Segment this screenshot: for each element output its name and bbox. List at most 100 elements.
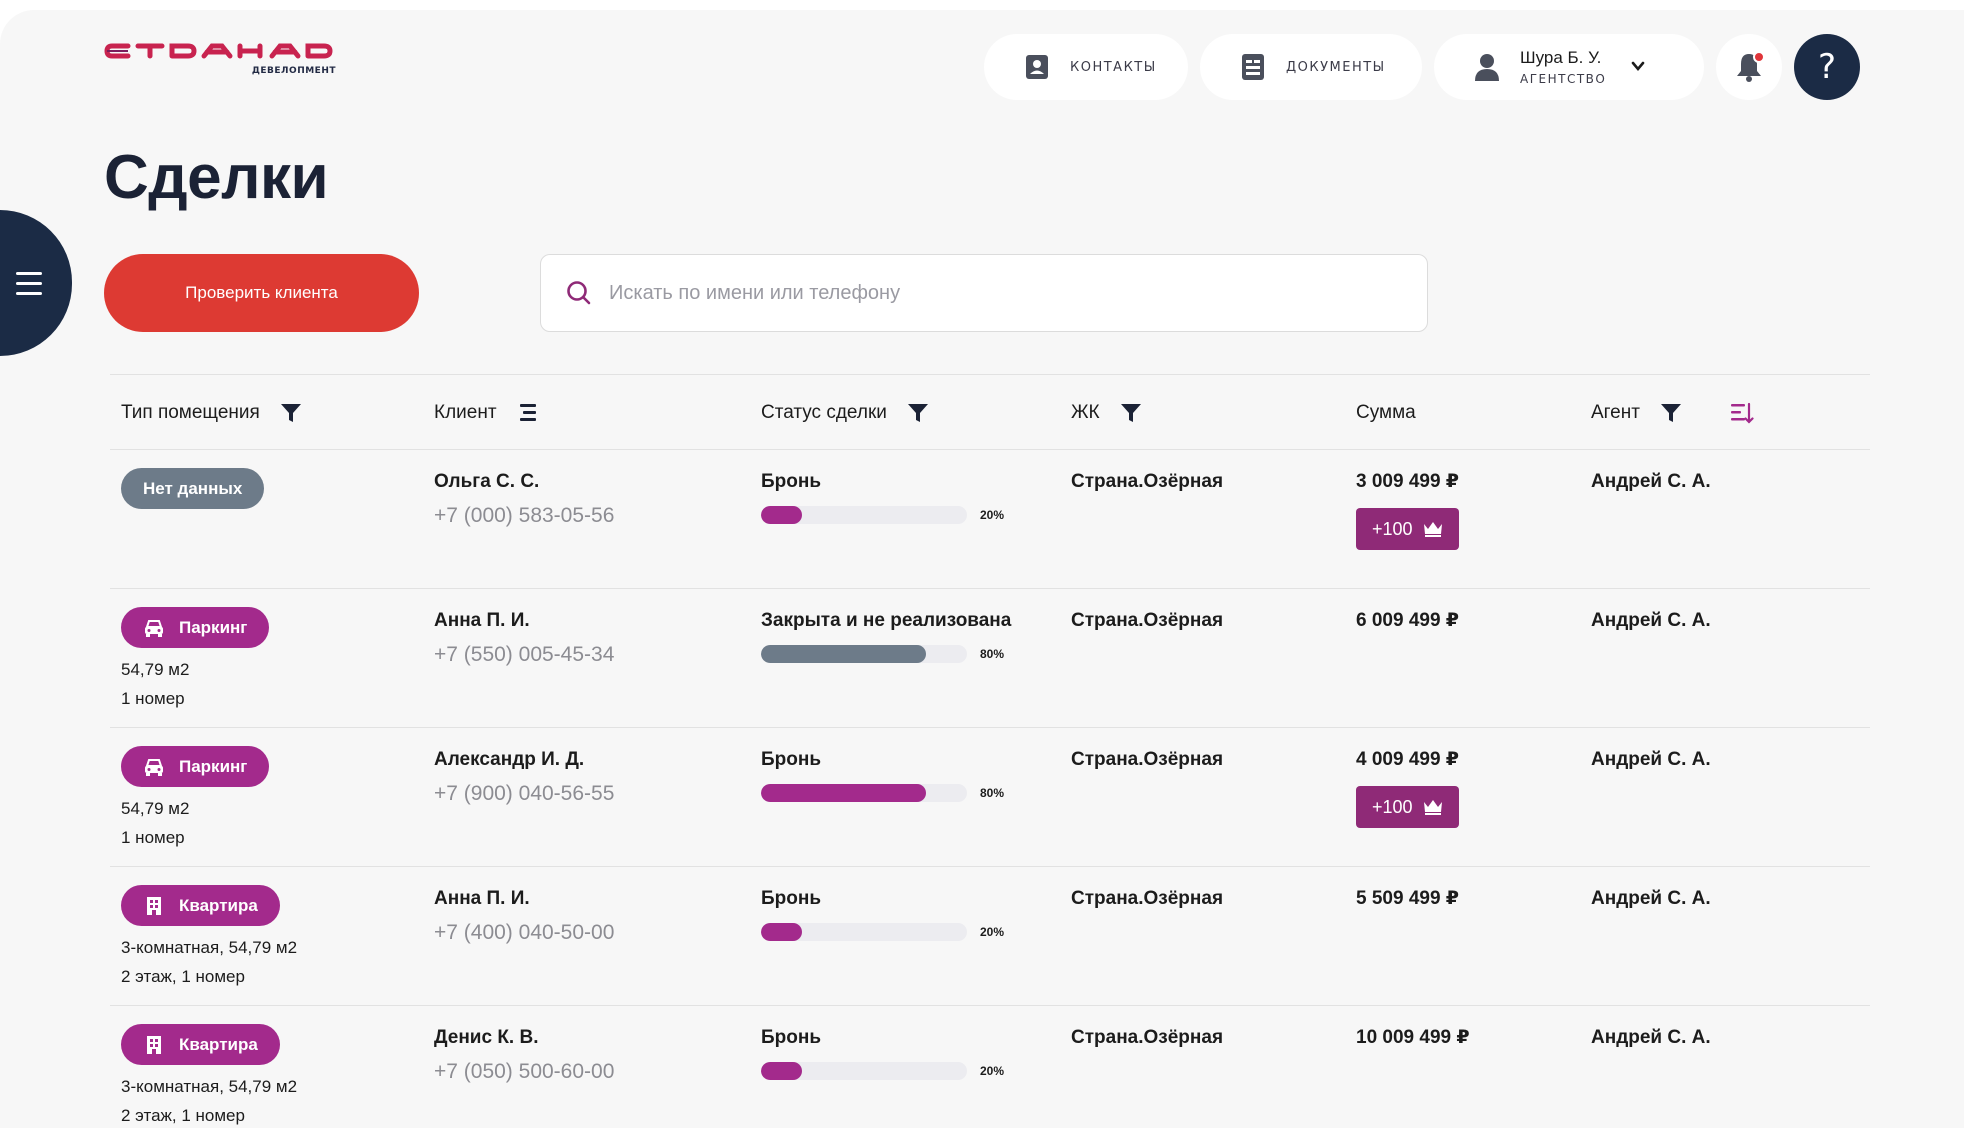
- column-status: Статус сделки: [761, 375, 929, 451]
- cell-client: Ольга С. С. +7 (000) 583-05-56: [434, 468, 614, 528]
- status-progress: 20%: [761, 506, 1004, 524]
- list-filter-icon[interactable]: [517, 402, 539, 424]
- column-type: Тип помещения: [121, 375, 302, 451]
- column-agent-label: Агент: [1591, 402, 1640, 423]
- user-role: Агентство: [1520, 72, 1607, 86]
- notifications-button[interactable]: [1716, 34, 1782, 100]
- column-status-label: Статус сделки: [761, 402, 887, 423]
- filter-icon[interactable]: [1120, 402, 1142, 424]
- type-detail-1: 3-комнатная, 54,79 м2: [121, 1077, 298, 1096]
- notification-dot: [1753, 51, 1765, 63]
- contacts-label: Контакты: [1070, 59, 1157, 75]
- type-detail-2: 2 этаж, 1 номер: [121, 1106, 245, 1125]
- filter-icon[interactable]: [1660, 402, 1682, 424]
- cell-zk: Страна.Озёрная: [1071, 607, 1223, 635]
- cell-agent: Андрей С. А.: [1591, 1024, 1711, 1052]
- search-input[interactable]: [609, 281, 1389, 305]
- documents-button[interactable]: Документы: [1200, 34, 1422, 100]
- column-agent: Агент: [1591, 375, 1682, 451]
- building-icon: [143, 1035, 165, 1055]
- hamburger-icon: [16, 272, 42, 302]
- cell-client: Денис К. В. +7 (050) 500-60-00: [434, 1024, 614, 1084]
- client-name[interactable]: Анна П. И.: [434, 888, 530, 909]
- status-text: Бронь: [761, 1027, 822, 1048]
- user-menu[interactable]: Шура Б. У. Агентство: [1434, 34, 1704, 100]
- search-box[interactable]: [540, 254, 1428, 332]
- cell-sum: 4 009 499 ₽ +100: [1356, 746, 1459, 828]
- deals-table: Тип помещения Клиент Статус сделки ЖК: [110, 374, 1870, 1128]
- progress-track: [761, 923, 967, 941]
- cell-sum: 5 509 499 ₽: [1356, 885, 1459, 913]
- progress-track: [761, 1062, 967, 1080]
- client-phone: +7 (050) 500-60-00: [434, 1060, 615, 1083]
- user-name: Шура Б. У.: [1520, 48, 1602, 67]
- status-progress: 80%: [761, 784, 1004, 802]
- status-progress: 20%: [761, 1062, 1004, 1080]
- sum-value: 6 009 499 ₽: [1356, 610, 1460, 631]
- cell-agent: Андрей С. А.: [1591, 885, 1711, 913]
- crown-icon: [1423, 522, 1442, 537]
- status-progress: 20%: [761, 923, 1004, 941]
- progress-fill: [761, 923, 803, 941]
- agent-name: Андрей С. А.: [1591, 1027, 1711, 1048]
- cell-client: Анна П. И. +7 (550) 005-45-34: [434, 607, 614, 667]
- table-row[interactable]: Паркинг 54,79 м2 1 номер Александр И. Д.…: [110, 728, 1870, 867]
- help-button[interactable]: ?: [1794, 34, 1860, 100]
- type-badge: Паркинг: [121, 607, 270, 648]
- bonus-button[interactable]: +100: [1356, 508, 1459, 550]
- table-row[interactable]: Нет данных Ольга С. С. +7 (000) 583-05-5…: [110, 450, 1870, 589]
- cell-zk: Страна.Озёрная: [1071, 885, 1223, 913]
- cell-status: Бронь 20%: [761, 468, 1004, 524]
- building-icon: [143, 896, 165, 916]
- zk-name: Страна.Озёрная: [1071, 610, 1224, 631]
- type-badge-label: Паркинг: [179, 617, 248, 637]
- document-icon: [1240, 54, 1266, 80]
- page-title: Сделки: [104, 143, 329, 212]
- client-name[interactable]: Александр И. Д.: [434, 749, 585, 770]
- cell-status: Бронь 20%: [761, 885, 1004, 941]
- status-text: Бронь: [761, 888, 822, 909]
- sum-value: 3 009 499 ₽: [1356, 471, 1460, 492]
- table-row[interactable]: Квартира 3-комнатная, 54,79 м2 2 этаж, 1…: [110, 1006, 1870, 1128]
- column-type-label: Тип помещения: [121, 402, 260, 423]
- contacts-icon: [1024, 54, 1050, 80]
- status-text: Закрыта и не реализована: [761, 610, 1012, 631]
- filter-icon[interactable]: [907, 402, 929, 424]
- check-client-button[interactable]: Проверить клиента: [104, 254, 419, 332]
- zk-name: Страна.Озёрная: [1071, 1027, 1224, 1048]
- agent-name: Андрей С. А.: [1591, 610, 1711, 631]
- client-phone: +7 (900) 040-56-55: [434, 782, 615, 805]
- bonus-button[interactable]: +100: [1356, 786, 1459, 828]
- bonus-label: +100: [1372, 518, 1413, 539]
- type-badge-label: Квартира: [179, 895, 258, 915]
- user-icon: [1474, 54, 1500, 81]
- cell-zk: Страна.Озёрная: [1071, 468, 1223, 496]
- cell-agent: Андрей С. А.: [1591, 746, 1711, 774]
- type-badge-label: Паркинг: [179, 756, 248, 776]
- chevron-down-icon[interactable]: [1630, 58, 1646, 74]
- table-row[interactable]: Паркинг 54,79 м2 1 номер Анна П. И. +7 (…: [110, 589, 1870, 728]
- cell-type: Паркинг 54,79 м2 1 номер: [121, 746, 270, 848]
- table-row[interactable]: Квартира 3-комнатная, 54,79 м2 2 этаж, 1…: [110, 867, 1870, 1006]
- agent-name: Андрей С. А.: [1591, 888, 1711, 909]
- cell-status: Бронь 20%: [761, 1024, 1004, 1080]
- status-text: Бронь: [761, 749, 822, 770]
- cell-sum: 10 009 499 ₽: [1356, 1024, 1470, 1052]
- client-name[interactable]: Анна П. И.: [434, 610, 530, 631]
- brand-subtitle: ДЕВЕЛОПМЕНТ: [251, 66, 336, 76]
- progress-percent: 80%: [980, 786, 1005, 800]
- column-zk: ЖК: [1071, 375, 1142, 451]
- progress-fill: [761, 506, 803, 524]
- sort-icon[interactable]: [1730, 401, 1754, 425]
- side-menu-toggle[interactable]: [0, 210, 72, 356]
- client-name[interactable]: Денис К. В.: [434, 1027, 539, 1048]
- client-name[interactable]: Ольга С. С.: [434, 471, 540, 492]
- brand-logo[interactable]: ДЕВЕЛОПМЕНТ: [104, 40, 336, 82]
- type-badge: Паркинг: [121, 746, 270, 787]
- filter-icon[interactable]: [280, 402, 302, 424]
- table-body: Нет данных Ольга С. С. +7 (000) 583-05-5…: [110, 450, 1870, 1128]
- column-sum-label: Сумма: [1356, 402, 1416, 423]
- type-detail-2: 1 номер: [121, 828, 185, 847]
- cell-agent: Андрей С. А.: [1591, 607, 1711, 635]
- contacts-button[interactable]: Контакты: [984, 34, 1188, 100]
